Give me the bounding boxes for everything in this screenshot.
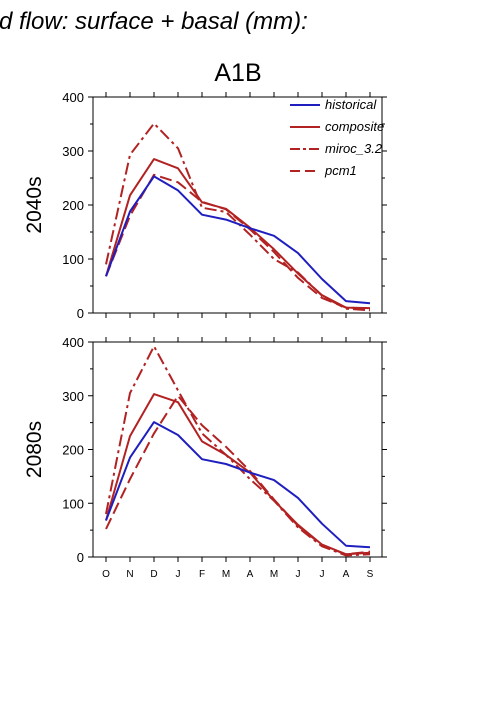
legend-label: composite — [325, 119, 384, 134]
x-tick-label: A — [343, 569, 350, 580]
legend-label: historical — [325, 97, 377, 112]
panel-2080s: 0 100 200 300 400 O N D J F M A M J J A S 2080s — [23, 335, 387, 580]
x-tick-label: A — [247, 569, 254, 580]
x-tick-label: M — [222, 569, 230, 580]
x-tick-label: J — [320, 569, 325, 580]
x-tick-label: N — [126, 569, 133, 580]
scenario-title: A1B — [214, 59, 261, 87]
series-line-historical — [105, 421, 371, 549]
panels: 0 100 200 300 400 2040s historical composite mir… — [23, 90, 387, 580]
y-tick-label: 400 — [62, 90, 84, 105]
y-tick-label: 200 — [62, 443, 84, 458]
x-tick-label: J — [296, 569, 301, 580]
legend-label: miroc_3.2 — [325, 141, 383, 156]
legend: historical composite miroc_3.2 pcm1 — [290, 97, 384, 178]
y-tick-label: 0 — [77, 550, 84, 565]
figure-title: d flow: surface + basal (mm): — [0, 8, 308, 35]
y-tick-label: 100 — [62, 496, 84, 511]
y-tick-label: 200 — [62, 198, 84, 213]
y-tick-label: 100 — [62, 252, 84, 267]
series-line-pcm1 — [105, 394, 371, 556]
series-line-miroc-3-2 — [105, 345, 371, 557]
x-tick-label: J — [176, 569, 181, 580]
y-tick-label: 300 — [62, 144, 84, 159]
series-line-historical — [105, 175, 371, 305]
x-tick-label: S — [367, 569, 374, 580]
y-tick-label: 0 — [77, 306, 84, 321]
y-tick-label: 400 — [62, 335, 84, 350]
series-line-pcm1 — [105, 173, 371, 310]
panel-label: 2040s — [23, 176, 46, 233]
x-tick-label: O — [102, 569, 110, 580]
series-line-miroc-3-2 — [105, 122, 371, 312]
x-tick-label: M — [270, 569, 278, 580]
x-tick-label: F — [199, 569, 205, 580]
panel-label: 2080s — [23, 421, 46, 478]
y-tick-label: 300 — [62, 389, 84, 404]
panel-2040s: 0 100 200 300 400 2040s historical composite mir… — [23, 90, 387, 321]
legend-label: pcm1 — [324, 163, 357, 178]
x-tick-label: D — [150, 569, 157, 580]
